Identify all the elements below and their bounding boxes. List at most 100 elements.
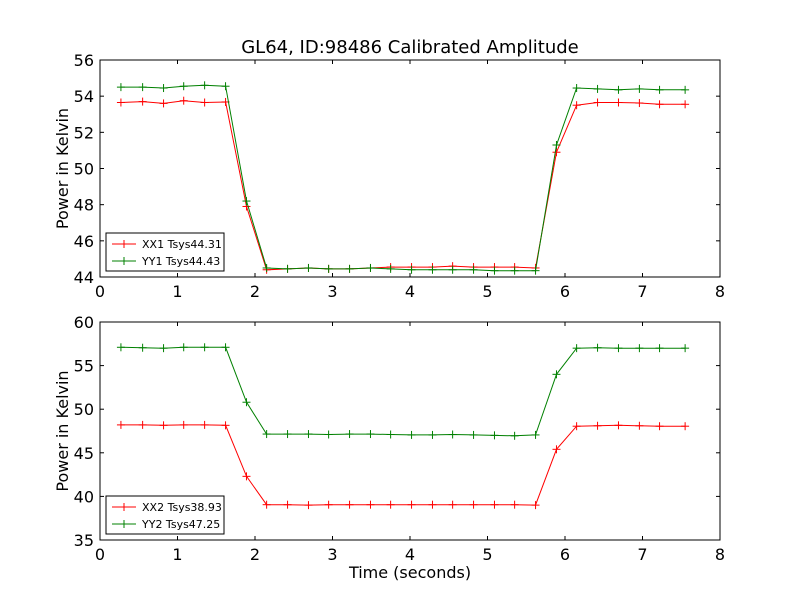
panel1-y-tick-label: 52 (74, 123, 94, 142)
panel1-series-2-point (138, 83, 147, 92)
panel2-x-tick-label: 4 (405, 545, 415, 564)
panel1-series-1-point (159, 99, 168, 108)
panel2-y-tick-label: 50 (74, 400, 94, 419)
panel2-series-1-point (681, 422, 690, 431)
panel1-x-tick-label: 4 (405, 282, 415, 301)
panel1-y-tick-label: 48 (74, 196, 94, 215)
panel2-series-2-point (572, 344, 581, 353)
panel2-series-2-point (138, 343, 147, 352)
panel2-x-tick-label: 8 (715, 545, 725, 564)
panel2-series-1-point (510, 500, 519, 509)
panel2-series-1-point (138, 420, 147, 429)
panel2-series-1-point (283, 500, 292, 509)
panel2-series-1-point (469, 500, 478, 509)
panel2-legend-label: YY2 Tsys47.25 (141, 518, 220, 531)
panel2-x-tick-label: 5 (482, 545, 492, 564)
panel1-series-2-point (179, 82, 188, 91)
panel2-series-2-point (262, 430, 271, 439)
panel2-series-1-point (448, 500, 457, 509)
panel2-y-tick-label: 55 (74, 357, 94, 376)
panel2-series-2-point (221, 343, 230, 352)
panel1-series-2-point (116, 83, 125, 92)
panel1-legend-label: XX1 Tsys44.31 (142, 238, 222, 251)
panel2-series-1-point (593, 421, 602, 430)
panel2-series-2-point (283, 430, 292, 439)
panel2-series-2-point (552, 370, 561, 379)
panel2-series-1-point (572, 422, 581, 431)
panel2-series-1-point (531, 501, 540, 510)
panel1-series-2-point (614, 85, 623, 94)
panel2-series-1-point (200, 420, 209, 429)
panel2-series-2-point (655, 344, 664, 353)
panel2-series-2-point (448, 430, 457, 439)
panel2-series-1-point (116, 420, 125, 429)
panel1-series-1-point (655, 100, 664, 109)
panel2-series-1-point (304, 501, 313, 510)
panel1-series-1-point (552, 148, 561, 157)
panel1-series-1-point (138, 97, 147, 106)
panel1-series-2-line (120, 84, 686, 272)
panel1-axes-frame (99, 59, 721, 278)
panel2-series-1-point (407, 500, 416, 509)
panel2-series-2-point (200, 343, 209, 352)
panel1-series-2-point (655, 85, 664, 94)
panel2-series-1-point (221, 421, 230, 430)
panel1-series-1-point (614, 98, 623, 107)
panel2-series-1-point (179, 420, 188, 429)
panel1-legend-item-1: XX1 Tsys44.31 (112, 238, 222, 251)
panel2-legend-label: XX2 Tsys38.93 (142, 501, 222, 514)
panel2-series-2-point (681, 344, 690, 353)
panel2-series-1-point (655, 422, 664, 431)
panel1-series-2-point (200, 81, 209, 90)
panel2-x-tick-label: 7 (637, 545, 647, 564)
panel1-series-2-point (221, 82, 230, 91)
panel2-series-2-point (242, 398, 251, 407)
panel1-x-tick-label: 3 (327, 282, 337, 301)
panel2-series-1-point (386, 500, 395, 509)
panel1-legend-box (105, 232, 225, 272)
panel1-series-2-point (490, 266, 499, 275)
chart-title: GL64, ID:98486 Calibrated Amplitude (241, 37, 579, 58)
panel1-series-1-point (635, 99, 644, 108)
panel2-series-1-point (345, 500, 354, 509)
panel2-x-axis-label: Time (seconds) (348, 563, 471, 582)
panel1-x-tick-label: 5 (482, 282, 492, 301)
panel1-y-tick-label: 50 (74, 160, 94, 179)
panel1-legend-label: YY1 Tsys44.43 (141, 255, 220, 268)
panel2-y-tick-label: 45 (74, 444, 94, 463)
panel1-x-tick-label: 0 (95, 282, 105, 301)
panel1-series-2-point (681, 85, 690, 94)
panel2-legend-box (105, 495, 225, 535)
panel2-series-2-point (593, 343, 602, 352)
panel2-series-2-point (179, 343, 188, 352)
panel2-y-tick-label: 40 (74, 487, 94, 506)
panel2-x-tick-label: 0 (95, 545, 105, 564)
panel2-series-1-point (324, 500, 333, 509)
panel2-series-1-point (614, 421, 623, 430)
panel1-series-2-point (366, 263, 375, 272)
panel2-x-tick-label: 1 (172, 545, 182, 564)
panel2-axes-frame (99, 321, 721, 541)
panel1-y-tick-label: 46 (74, 232, 94, 251)
panel1-series-2-point (448, 265, 457, 274)
panel1-series-1-point (593, 98, 602, 107)
panel1-series-2-point (531, 266, 540, 275)
panel2-series-2-point (345, 430, 354, 439)
panel1-series-2-point (283, 264, 292, 273)
panel2-x-tick-label: 2 (250, 545, 260, 564)
panel2-legend-item-2: YY2 Tsys47.25 (112, 518, 220, 531)
panel2-series-2-point (635, 344, 644, 353)
panel1-series-2-point (242, 197, 251, 206)
panel2-series-2-point (469, 430, 478, 439)
panel2-series-2-point (614, 344, 623, 353)
panel2-series-2-point (304, 430, 313, 439)
panel1-series-2-point (407, 265, 416, 274)
panel2-series-2-point (490, 431, 499, 440)
panel1-series-2-point (469, 265, 478, 274)
panel2-series-1-point (159, 421, 168, 430)
panel2-series-2-point (428, 430, 437, 439)
panel2-legend: XX2 Tsys38.93 YY2 Tsys47.25 (105, 495, 225, 535)
panel1-x-tick-label: 8 (715, 282, 725, 301)
